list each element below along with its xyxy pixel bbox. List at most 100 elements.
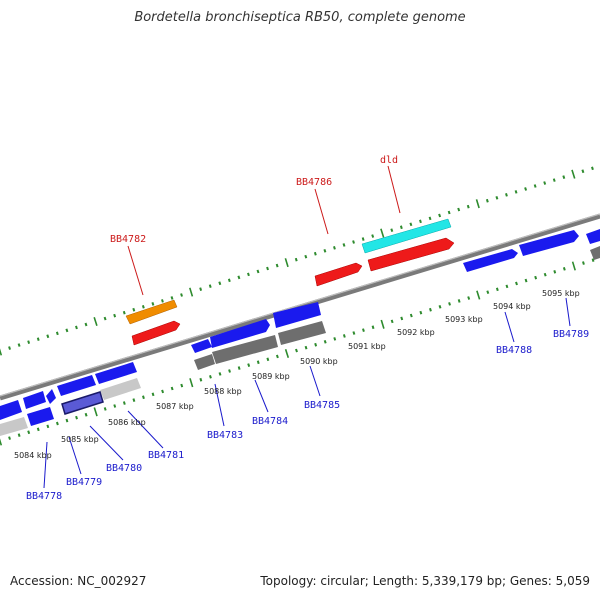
minor-tick (8, 346, 11, 350)
label-bb4786[interactable]: BB4786 (296, 177, 332, 188)
gene-blue-a[interactable] (191, 339, 212, 353)
gene-blue-left-5[interactable] (95, 362, 137, 384)
minor-tick (524, 278, 528, 283)
gene-grey-b[interactable] (212, 335, 278, 364)
minor-tick (534, 275, 538, 280)
minor-tick (419, 310, 423, 315)
minor-tick (151, 392, 155, 397)
minor-tick (161, 299, 164, 303)
gene-blue-c[interactable] (273, 302, 321, 328)
kbp-labels: 5084 kbp 5085 kbp 5086 kbp 5087 kbp 5088… (14, 289, 580, 460)
minor-tick (113, 313, 117, 318)
minor-tick (323, 248, 327, 253)
label-dld[interactable]: dld (380, 155, 398, 166)
label-bb4780[interactable]: BB4780 (106, 463, 142, 474)
gene-blue-f[interactable] (586, 229, 600, 244)
gene-red-1[interactable] (131, 320, 181, 346)
label-bb4785[interactable]: BB4785 (304, 400, 340, 411)
gene-blue-left-1[interactable] (0, 400, 22, 420)
pointer-bb4788 (504, 311, 515, 343)
kbp-label: 5094 kbp (493, 302, 531, 311)
minor-tick (562, 175, 566, 180)
minor-tick (208, 284, 212, 288)
kbp-label: 5093 kbp (445, 315, 483, 324)
gene-blue-b[interactable] (210, 319, 270, 348)
minor-tick (27, 430, 31, 435)
gene-lightgrey-a[interactable] (100, 378, 141, 400)
gene-blue-left-2[interactable] (23, 391, 46, 409)
minor-tick (84, 322, 88, 327)
minor-tick (495, 195, 499, 200)
minor-tick (132, 307, 136, 312)
pointer-dld (387, 165, 401, 214)
minor-tick (218, 372, 222, 376)
minor-tick (8, 436, 11, 440)
kbp-label: 5089 kbp (252, 372, 290, 381)
lower-genes (0, 246, 600, 436)
minor-tick (447, 210, 451, 215)
pointer-bb4784 (254, 379, 269, 413)
minor-tick (400, 316, 404, 321)
major-tick (0, 438, 3, 446)
label-bb4789[interactable]: BB4789 (553, 329, 589, 340)
label-bb4784[interactable]: BB4784 (252, 416, 288, 427)
gene-dld-cyan[interactable] (361, 218, 452, 254)
minor-tick (75, 325, 78, 330)
minor-tick (495, 287, 499, 292)
minor-tick (55, 331, 59, 336)
gene-lightgrey-b[interactable] (0, 417, 28, 436)
minor-tick (582, 261, 585, 265)
minor-tick (55, 421, 59, 426)
kbp-label: 5091 kbp (348, 342, 386, 351)
kbp-label: 5092 kbp (397, 328, 435, 337)
lower-gene-labels: BB4778 BB4779 BB4780 BB4781 BB4783 BB478… (26, 329, 589, 502)
gene-blue-e[interactable] (519, 230, 579, 256)
minor-tick (342, 334, 346, 338)
minor-tick (17, 343, 21, 347)
kbp-label: 5085 kbp (61, 435, 99, 444)
minor-tick (170, 386, 174, 391)
gene-red-2[interactable] (314, 262, 363, 287)
gene-red-3[interactable] (367, 237, 455, 272)
minor-tick (505, 284, 509, 289)
minor-tick (438, 213, 442, 218)
inner-scale-ticks (0, 258, 595, 446)
gene-bb4782-orange[interactable] (125, 299, 178, 325)
label-bb4778[interactable]: BB4778 (26, 491, 62, 502)
gene-blue-left-4[interactable] (57, 375, 96, 396)
label-bb4788[interactable]: BB4788 (496, 345, 532, 356)
minor-tick (180, 383, 184, 388)
kbp-label: 5095 kbp (542, 289, 580, 298)
gene-grey-d[interactable] (590, 246, 600, 260)
label-bb4782[interactable]: BB4782 (110, 234, 146, 245)
minor-tick (46, 334, 50, 339)
major-tick (189, 378, 194, 388)
accession-text: Accession: NC_002927 (10, 574, 147, 588)
gene-blue-left-3[interactable] (46, 389, 56, 404)
major-tick (284, 348, 290, 359)
gene-blue-low[interactable] (27, 407, 54, 426)
label-bb4779[interactable]: BB4779 (66, 477, 102, 488)
pointer-bb4780 (89, 425, 124, 461)
minor-tick (591, 258, 595, 262)
minor-tick (591, 166, 594, 171)
label-bb4783[interactable]: BB4783 (207, 430, 243, 441)
minor-tick (36, 337, 40, 341)
kbp-label: 5090 kbp (300, 357, 338, 366)
major-tick (571, 169, 576, 179)
minor-tick (256, 360, 260, 365)
minor-tick (543, 181, 547, 185)
kbp-label: 5084 kbp (14, 451, 52, 460)
minor-tick (448, 302, 451, 306)
minor-tick (428, 216, 432, 221)
minor-tick (141, 305, 145, 309)
major-tick (380, 319, 385, 329)
gene-grey-c[interactable] (278, 321, 326, 345)
label-bb4781[interactable]: BB4781 (148, 450, 184, 461)
minor-tick (562, 267, 566, 271)
gene-blue-d[interactable] (463, 249, 518, 272)
minor-tick (409, 313, 413, 318)
gene-purple[interactable] (61, 391, 104, 415)
gene-grey-a[interactable] (194, 354, 215, 370)
upper-gene-labels: BB4782 BB4786 dld (110, 155, 398, 245)
